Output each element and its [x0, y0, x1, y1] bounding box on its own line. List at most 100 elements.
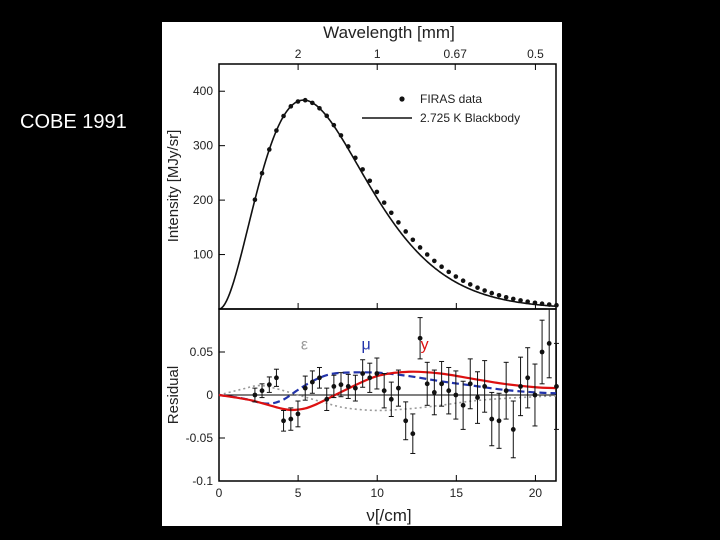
firas-point-9 [317, 105, 322, 111]
residual-x-tick-label-0: 0 [216, 486, 223, 500]
firas-point-4 [281, 113, 286, 119]
residual-point-15 [360, 371, 366, 376]
residual-point-34 [496, 418, 502, 424]
residual-data-points [252, 308, 559, 459]
residual-point-5 [288, 416, 294, 422]
residual-point-40 [539, 349, 545, 355]
model-curve-mu [218, 371, 557, 405]
firas-point-20 [396, 220, 401, 225]
residual-x-tick-label-1: 5 [295, 486, 302, 500]
residual-point-6 [295, 411, 301, 417]
firas-point-28 [453, 274, 459, 279]
residual-point-13 [345, 384, 351, 389]
firas-point-8 [310, 100, 315, 106]
residual-point-37 [518, 384, 523, 389]
residual-point-4 [281, 418, 286, 424]
firas-point-14 [353, 155, 358, 161]
firas-point-1 [259, 170, 265, 176]
firas-point-35 [503, 294, 509, 300]
firas-point-17 [374, 189, 380, 195]
residual-point-7 [302, 385, 308, 391]
firas-point-40 [539, 301, 545, 307]
residual-point-33 [489, 416, 495, 422]
residual-point-27 [446, 388, 452, 394]
residual-point-0 [252, 392, 258, 398]
firas-point-18 [381, 200, 387, 205]
residual-point-19 [388, 396, 394, 402]
firas-point-23 [417, 245, 423, 250]
firas-point-32 [482, 288, 487, 293]
residual-point-38 [525, 375, 531, 381]
firas-point-22 [410, 237, 416, 243]
residual-x-tick-label-2: 10 [371, 486, 385, 500]
top-tick-label-1: 1 [374, 47, 381, 61]
legend-label-firas: FIRAS data [420, 92, 482, 106]
top-tick-label-0: 2 [295, 47, 302, 61]
spectrum-y-tick-label-1: 200 [193, 193, 213, 207]
blackbody-curve [218, 99, 556, 310]
residual-point-28 [453, 392, 459, 398]
firas-point-26 [439, 264, 444, 269]
firas-point-3 [274, 128, 279, 133]
spectrum-y-tick-label-0: 100 [193, 248, 213, 262]
firas-point-11 [331, 122, 337, 128]
firas-point-27 [446, 269, 452, 275]
firas-point-16 [367, 178, 373, 184]
firas-point-24 [424, 252, 430, 257]
annotation-epsilon: ε [301, 336, 308, 353]
residual-point-9 [317, 375, 322, 381]
cobe-figure: Wavelength [mm] 2 1 0.67 0.5 100 200 300 400 I… [162, 22, 562, 526]
residual-point-21 [403, 418, 409, 424]
firas-point-5 [288, 104, 294, 109]
annotation-mu: μ [362, 336, 371, 353]
firas-point-38 [525, 299, 530, 304]
spectrum-y-tick-label-2: 300 [193, 139, 213, 153]
residual-y-tick-label-0: 0.05 [190, 345, 214, 359]
residual-point-2 [266, 382, 272, 388]
firas-point-34 [496, 292, 502, 298]
firas-point-36 [510, 296, 516, 302]
residual-point-22 [410, 431, 416, 437]
top-wavelength-ticks: 2 1 0.67 0.5 [295, 47, 544, 70]
firas-point-39 [532, 300, 538, 306]
residual-point-20 [396, 385, 401, 391]
spectrum-y-ticks: 100 200 300 400 [193, 84, 536, 309]
residual-y-ticks: 0.05 0 -0.05 -0.1 [186, 345, 225, 488]
legend-marker-firas [399, 96, 405, 102]
spectrum-y-tick-label-3: 400 [193, 84, 213, 98]
residual-point-18 [381, 388, 387, 394]
firas-point-29 [460, 278, 466, 283]
firas-data-points [252, 97, 559, 308]
firas-point-37 [518, 298, 523, 303]
model-curve-epsilon [218, 384, 557, 412]
residual-point-17 [374, 371, 380, 376]
residual-point-39 [532, 392, 538, 398]
legend: FIRAS data 2.725 K Blackbody [362, 92, 520, 125]
residual-point-14 [352, 385, 358, 391]
firas-point-31 [475, 285, 480, 290]
residual-point-35 [503, 388, 509, 394]
residual-point-1 [259, 388, 265, 394]
residual-point-41 [546, 341, 552, 346]
residual-point-11 [331, 384, 337, 389]
residual-y-tick-label-3: -0.1 [192, 474, 213, 488]
annotation-y: y [421, 336, 429, 353]
slide-caption: COBE 1991 [20, 111, 127, 133]
residual-x-tick-label-4: 20 [529, 486, 543, 500]
firas-point-13 [345, 144, 351, 149]
firas-point-12 [338, 133, 344, 138]
firas-point-0 [252, 197, 258, 203]
residual-point-8 [309, 379, 315, 385]
residual-point-36 [510, 427, 516, 432]
residual-point-26 [439, 381, 445, 387]
firas-point-33 [489, 290, 495, 296]
residual-y-tick-label-1: 0 [206, 388, 213, 402]
residual-point-24 [424, 381, 430, 387]
top-tick-label-3: 0.5 [527, 47, 544, 61]
firas-point-30 [467, 282, 473, 287]
residual-x-axis-label: ν[/cm] [366, 506, 411, 525]
residual-y-tick-label-2: -0.05 [186, 431, 214, 445]
residual-point-12 [338, 382, 344, 388]
